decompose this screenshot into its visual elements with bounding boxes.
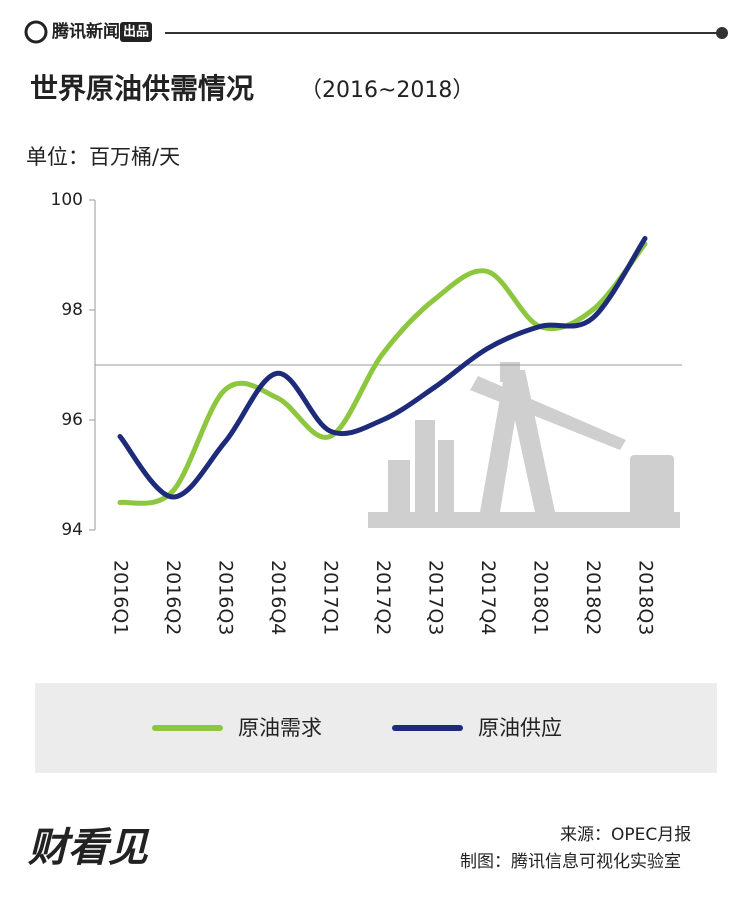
y-tick-label: 98 — [61, 300, 83, 320]
y-tick-label: 96 — [61, 410, 83, 430]
x-tick-label: 2016Q2 — [162, 560, 184, 635]
header-dot — [716, 27, 728, 39]
brand-icon — [24, 20, 48, 44]
credit: 制图：腾讯信息可视化实验室 — [460, 852, 681, 872]
x-tick-label: 2017Q3 — [425, 560, 447, 635]
tag: 出品 — [123, 24, 149, 40]
unit-label: 单位：百万桶/天 — [26, 145, 180, 169]
x-tick-label: 2018Q3 — [635, 560, 657, 635]
series-line — [117, 236, 648, 500]
y-tick-label: 94 — [61, 520, 83, 540]
brand: 腾讯新闻 — [52, 21, 120, 42]
x-tick-label: 2016Q4 — [267, 560, 289, 635]
legend-label: 原油需求 — [238, 716, 322, 740]
source: 来源：OPEC月报 — [560, 825, 691, 845]
x-tick-label: 2017Q4 — [477, 560, 499, 635]
x-tick-label: 2017Q2 — [372, 560, 394, 635]
x-tick-label: 2016Q1 — [110, 560, 132, 635]
footer-logo: 财看见 — [28, 825, 150, 871]
x-tick-label: 2018Q1 — [530, 560, 552, 635]
chart-subtitle: （2016~2018） — [300, 78, 474, 103]
x-tick-label: 2017Q1 — [320, 560, 342, 635]
legend-box — [35, 683, 717, 773]
x-tick-label: 2016Q3 — [215, 560, 237, 635]
x-tick-label: 2018Q2 — [582, 560, 604, 635]
series-line — [117, 241, 648, 506]
tag-box — [120, 22, 152, 42]
pumpjack-illustration — [368, 362, 680, 528]
y-tick-label: 100 — [51, 190, 83, 210]
chart-title: 世界原油供需情况 — [30, 72, 254, 105]
legend-label: 原油供应 — [478, 716, 562, 740]
